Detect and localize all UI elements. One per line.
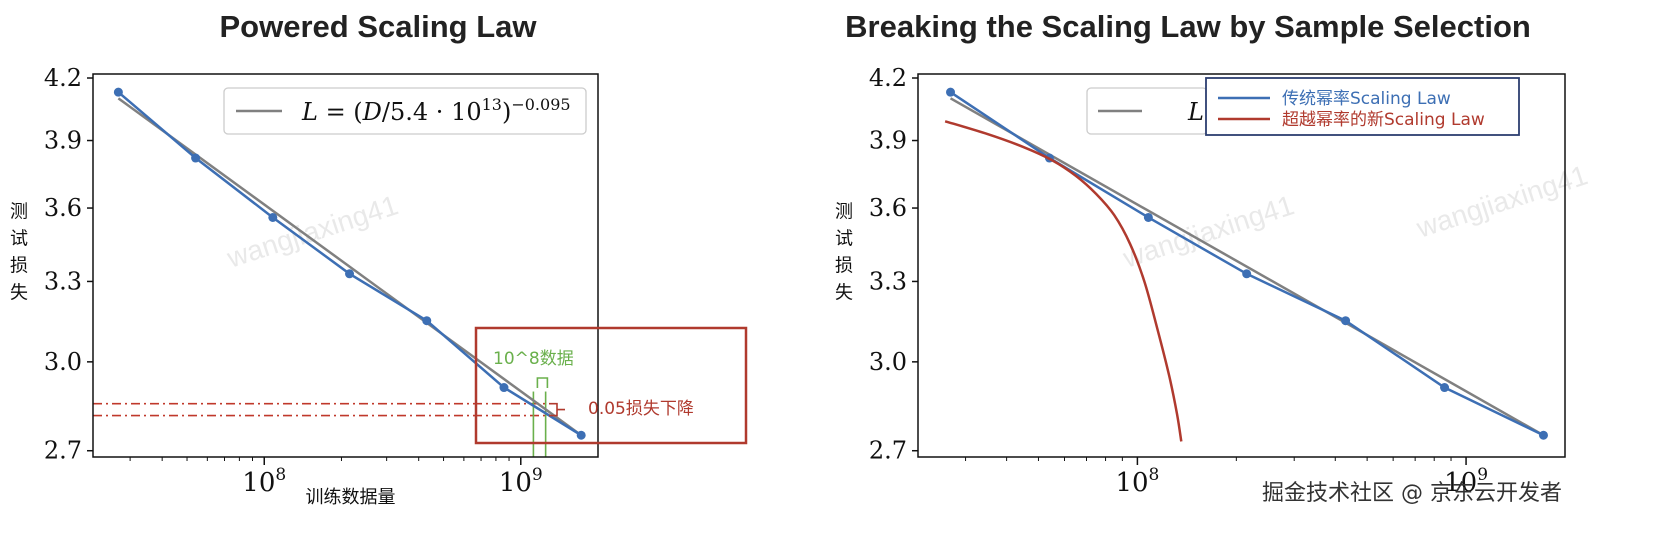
x-axis-label: 训练数据量	[306, 487, 396, 508]
loss-brace	[549, 402, 565, 417]
plot-area	[944, 87, 1548, 442]
y-tick-label: 3.6	[44, 194, 82, 222]
legend-equation-part: /5.4 · 10	[382, 98, 482, 126]
footer-text: 掘金技术社区 @ 京东云开发者	[1262, 481, 1562, 506]
data-point	[499, 383, 509, 393]
chart-title: Breaking the Scaling Law by Sample Selec…	[845, 9, 1531, 44]
plot-frame	[917, 73, 1566, 458]
y-tick-label: 3.0	[44, 348, 82, 376]
data-point	[1242, 269, 1252, 279]
data-point	[946, 87, 956, 97]
y-axis-label-char: 损	[10, 256, 28, 277]
y-tick-label: 2.7	[869, 437, 907, 465]
x-tick-label: 109	[1444, 465, 1488, 498]
y-tick-label: 3.6	[869, 194, 907, 222]
y-tick-label: 2.7	[44, 437, 82, 465]
x-tick-base: 10	[1444, 468, 1477, 498]
y-axis-label-char: 试	[835, 229, 853, 250]
y-axis-label-char: 失	[10, 283, 28, 304]
y-tick-label: 3.9	[44, 127, 82, 155]
x-tick-base: 10	[499, 468, 532, 498]
x-tick-exponent: 8	[275, 465, 286, 485]
y-tick-label: 3.3	[869, 267, 907, 295]
x-tick-base: 10	[242, 468, 275, 498]
y-axis-label-char: 损	[835, 256, 853, 277]
chart-1: Powered Scaling Law wangjiaxing41 4.2 3.9 3.…	[10, 9, 748, 508]
data-point	[422, 316, 432, 326]
chart-title: Powered Scaling Law	[220, 9, 538, 44]
y-axis-label-char: 失	[835, 283, 853, 304]
y-tick-label: 3.9	[869, 127, 907, 155]
y-axis-label-char: 测	[10, 202, 28, 223]
data-bracket	[536, 377, 549, 388]
power-law-fit-line	[117, 97, 582, 437]
data-point	[191, 153, 201, 163]
data-annotation-label: 10^8数据	[493, 349, 574, 369]
data-point	[113, 87, 123, 97]
legend-equation: L = (D/5.4 · 1013)−0.095	[301, 95, 571, 126]
x-tick-base: 10	[1115, 468, 1148, 498]
y-axis-label-char: 试	[10, 229, 28, 250]
y-tick-label: 4.2	[869, 64, 907, 92]
legend-equation-part: = (	[318, 98, 363, 126]
y-tick-label: 4.2	[44, 64, 82, 92]
data-point	[576, 430, 586, 440]
legend-box	[1205, 77, 1520, 136]
zoom-highlight-box	[474, 326, 748, 445]
power-law-fit-line	[949, 97, 1545, 437]
data-point	[345, 269, 355, 279]
series-line	[944, 120, 1183, 442]
data-point	[1341, 316, 1351, 326]
watermark-text: wangjiaxing41	[1118, 189, 1297, 274]
legend-box	[223, 87, 587, 135]
data-point	[1440, 383, 1450, 393]
legend-equation-part: 13	[482, 95, 502, 114]
x-tick-label: 108	[242, 465, 286, 498]
x-tick-label: 108	[1115, 465, 1159, 498]
legend-equation-part: −0.095	[511, 95, 570, 114]
plot-frame	[92, 73, 599, 458]
legend-equation-part: )	[502, 98, 511, 126]
watermark-text: wangjiaxing41	[222, 189, 401, 274]
legend-equation-part: L	[301, 98, 318, 126]
y-axis-label-char: 测	[835, 202, 853, 223]
data-point	[268, 212, 278, 222]
data-point	[1538, 430, 1548, 440]
x-tick-exponent: 9	[532, 465, 543, 485]
x-tick-exponent: 9	[1477, 465, 1488, 485]
y-tick-label: 3.0	[869, 348, 907, 376]
legend-equation-part: D	[362, 98, 382, 126]
y-tick-label: 3.3	[44, 267, 82, 295]
x-tick-exponent: 8	[1149, 465, 1160, 485]
data-point	[1143, 212, 1153, 222]
loss-annotation-label: 0.05损失下降	[588, 399, 694, 419]
chart-2: Breaking the Scaling Law by Sample Selec…	[835, 9, 1591, 498]
legend-label: 超越幂率的新Scaling Law	[1282, 110, 1485, 130]
plot-area	[93, 87, 586, 457]
legend-equation: L	[1187, 98, 1204, 126]
legend-label: 传统幂率Scaling Law	[1282, 89, 1451, 109]
x-tick-label: 109	[499, 465, 543, 498]
